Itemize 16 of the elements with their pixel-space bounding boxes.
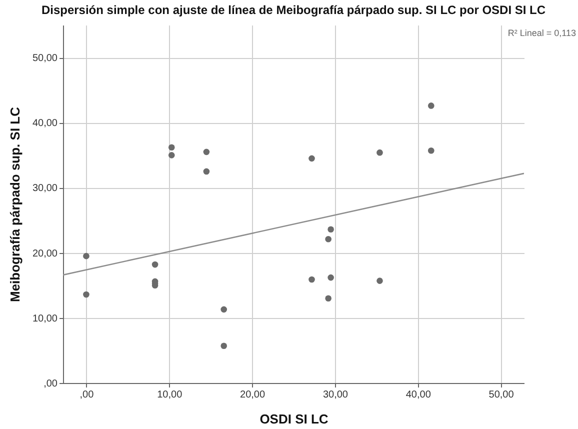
y-axis-title: Meibografía párpado sup. SI LC — [7, 106, 22, 302]
x-tick-label: 10,00 — [157, 390, 183, 400]
x-tick-label: 20,00 — [240, 390, 266, 400]
x-tick-label: 30,00 — [322, 390, 348, 400]
y-tick-label: 30,00 — [32, 183, 58, 194]
y-tick-label: 50,00 — [32, 53, 58, 64]
x-tick-label: 40,00 — [406, 390, 432, 400]
y-tick-label: 10,00 — [32, 313, 58, 324]
y-tick-label: 40,00 — [32, 118, 58, 130]
y-tick-label: 20,00 — [32, 248, 58, 260]
x-tick-label: 50,00 — [488, 390, 514, 400]
x-axis-title: OSDI SI LC — [260, 412, 329, 426]
y-tick-label: ,00 — [44, 378, 58, 390]
chart-title: Dispersión simple con ajuste de línea de Meibografía párpado sup. SI LC por OSDI SI LC — [41, 3, 546, 17]
x-tick-label: ,00 — [80, 390, 94, 400]
annotation: R² Lineal = 0,113 — [508, 28, 576, 38]
